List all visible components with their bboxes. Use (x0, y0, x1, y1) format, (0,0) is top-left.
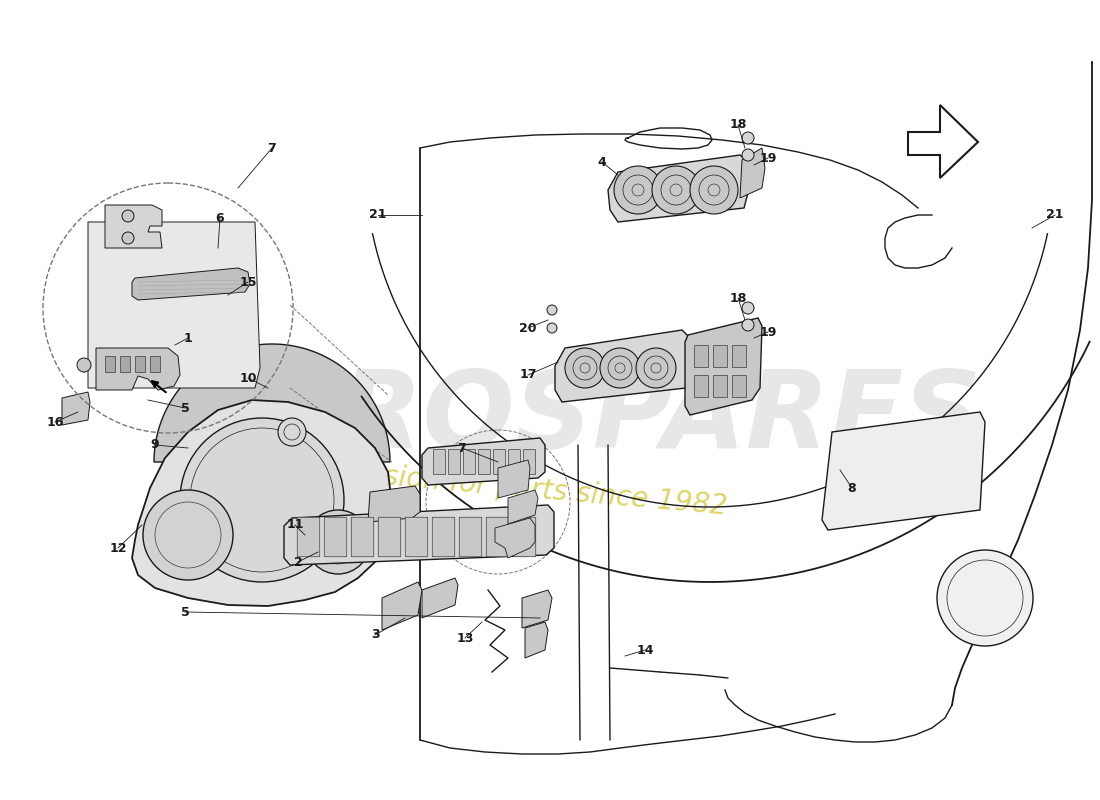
Text: 19: 19 (759, 326, 777, 338)
Polygon shape (88, 222, 260, 388)
Circle shape (652, 166, 700, 214)
FancyBboxPatch shape (463, 450, 475, 474)
Text: 15: 15 (240, 275, 256, 289)
FancyBboxPatch shape (324, 518, 346, 557)
Text: 4: 4 (597, 155, 606, 169)
Polygon shape (96, 348, 180, 390)
FancyBboxPatch shape (378, 518, 400, 557)
Polygon shape (135, 356, 145, 372)
Text: 3: 3 (371, 629, 380, 642)
Text: 12: 12 (109, 542, 126, 554)
Polygon shape (740, 148, 764, 198)
Polygon shape (104, 356, 116, 372)
Circle shape (565, 348, 605, 388)
Circle shape (690, 166, 738, 214)
FancyBboxPatch shape (405, 518, 428, 557)
Text: 11: 11 (286, 518, 304, 531)
Text: 7: 7 (267, 142, 276, 154)
Polygon shape (556, 330, 692, 402)
Circle shape (278, 418, 306, 446)
Text: 18: 18 (729, 118, 747, 131)
Circle shape (742, 149, 754, 161)
Polygon shape (713, 345, 727, 367)
Circle shape (614, 166, 662, 214)
Circle shape (742, 132, 754, 144)
Text: 5: 5 (180, 402, 189, 414)
Text: 1: 1 (184, 331, 192, 345)
Text: 7: 7 (458, 442, 466, 454)
Circle shape (143, 490, 233, 580)
Polygon shape (422, 578, 458, 618)
Polygon shape (822, 412, 984, 530)
Circle shape (636, 348, 676, 388)
Text: 18: 18 (729, 291, 747, 305)
Polygon shape (525, 622, 548, 658)
Polygon shape (62, 392, 90, 425)
Text: 10: 10 (240, 371, 256, 385)
Circle shape (547, 323, 557, 333)
Text: 16: 16 (46, 415, 64, 429)
FancyBboxPatch shape (508, 450, 520, 474)
Polygon shape (694, 345, 708, 367)
Circle shape (937, 550, 1033, 646)
Text: 20: 20 (519, 322, 537, 334)
Circle shape (180, 418, 344, 582)
Text: 14: 14 (636, 643, 653, 657)
Text: 9: 9 (151, 438, 160, 451)
Polygon shape (120, 356, 130, 372)
Polygon shape (422, 438, 544, 485)
Polygon shape (150, 356, 160, 372)
Text: EUROSPARES: EUROSPARES (178, 365, 982, 471)
Circle shape (122, 210, 134, 222)
Polygon shape (498, 460, 530, 498)
Polygon shape (368, 486, 420, 522)
Text: 6: 6 (216, 211, 224, 225)
Circle shape (306, 510, 370, 574)
Text: 21: 21 (1046, 209, 1064, 222)
Text: 19: 19 (759, 151, 777, 165)
Circle shape (122, 232, 134, 244)
Polygon shape (154, 344, 390, 462)
FancyBboxPatch shape (478, 450, 491, 474)
Circle shape (547, 305, 557, 315)
FancyBboxPatch shape (524, 450, 536, 474)
Polygon shape (694, 375, 708, 397)
FancyBboxPatch shape (449, 450, 461, 474)
Circle shape (77, 358, 91, 372)
FancyBboxPatch shape (433, 450, 446, 474)
Polygon shape (132, 268, 250, 300)
Polygon shape (495, 518, 535, 558)
Polygon shape (104, 205, 162, 248)
FancyBboxPatch shape (297, 518, 320, 557)
Polygon shape (382, 582, 422, 630)
Polygon shape (522, 590, 552, 628)
FancyBboxPatch shape (494, 450, 506, 474)
Polygon shape (132, 400, 392, 606)
Polygon shape (732, 345, 746, 367)
Text: 5: 5 (180, 606, 189, 618)
Polygon shape (713, 375, 727, 397)
Text: 21: 21 (370, 209, 387, 222)
Circle shape (742, 302, 754, 314)
Circle shape (742, 319, 754, 331)
Text: a passion for parts since 1982: a passion for parts since 1982 (308, 456, 728, 520)
Polygon shape (685, 318, 762, 415)
FancyBboxPatch shape (514, 518, 536, 557)
Circle shape (600, 348, 640, 388)
FancyBboxPatch shape (459, 518, 482, 557)
FancyBboxPatch shape (351, 518, 374, 557)
Text: 17: 17 (519, 369, 537, 382)
Text: 13: 13 (456, 631, 474, 645)
FancyBboxPatch shape (432, 518, 454, 557)
Polygon shape (608, 155, 750, 222)
Polygon shape (284, 505, 554, 565)
Polygon shape (508, 490, 538, 524)
Polygon shape (732, 375, 746, 397)
FancyBboxPatch shape (486, 518, 509, 557)
Text: 8: 8 (848, 482, 856, 494)
Text: 2: 2 (294, 555, 302, 569)
